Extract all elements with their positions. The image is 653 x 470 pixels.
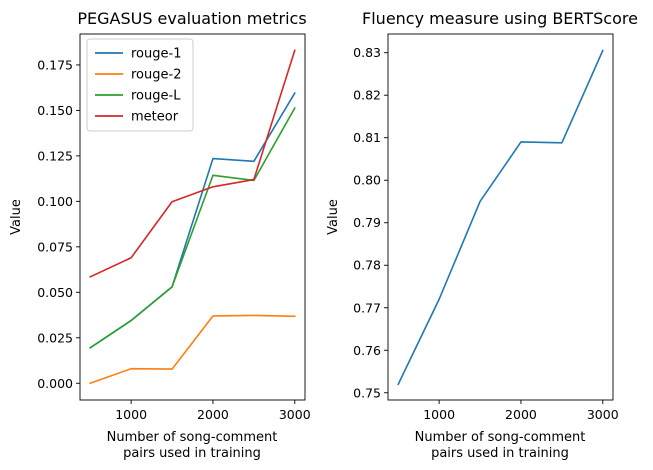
y-tick-label: 0.81 [353,130,381,145]
y-tick-label: 0.83 [353,45,381,60]
y-tick-label: 0.050 [37,285,73,300]
y-axis-label: Value [9,199,24,235]
y-tick-label: 0.125 [37,148,73,163]
chart-title: PEGASUS evaluation metrics [77,9,306,28]
y-tick-label: 0.80 [353,173,381,188]
chart-title: Fluency measure using BERTScore [362,9,638,28]
y-axis-label: Value [326,199,341,235]
y-tick-label: 0.78 [353,258,381,273]
plot-area-frame [79,33,306,401]
x-tick-label: 1000 [423,407,455,422]
y-tick-label: 0.82 [353,88,381,103]
y-tick-label: 0.75 [353,385,381,400]
x-axis-label-line-1: Number of song-comment [415,430,586,445]
y-tick-label: 0.175 [37,57,73,72]
bertscore-fluency-chart: Fluency measure using BERTScore Number o… [326,9,638,461]
x-tick-label: 2000 [197,407,229,422]
y-tick-label: 0.77 [353,300,381,315]
legend-label-rouge-2: rouge-2 [131,68,181,83]
x-axis-label-line-1: Number of song-comment [107,430,278,445]
legend: rouge-1 rouge-2 rouge-L meteor [86,38,194,132]
series-line-meteor [89,49,296,278]
legend-label-rouge-1: rouge-1 [131,47,181,62]
y-tick-label: 0.000 [37,376,73,391]
legend-label-rouge-L: rouge-L [131,89,181,104]
legend-box [86,38,194,132]
y-tick-label: 0.025 [37,330,73,345]
y-tick-label: 0.79 [353,215,381,230]
legend-label-meteor: meteor [131,110,179,125]
y-tick-label: 0.76 [353,343,381,358]
y-tick-label: 0.150 [37,103,73,118]
series-line-rouge-2 [89,314,296,385]
y-tick-label: 0.100 [37,194,73,209]
x-tick-label: 1000 [115,407,147,422]
series-line-rouge-L [89,106,296,349]
series-line-series-0 [397,49,604,386]
x-axis-label-line-2: pairs used in training [123,446,261,461]
pegasus-metrics-chart: PEGASUS evaluation metrics Number of son… [9,9,311,461]
x-axis-label-line-2: pairs used in training [431,446,569,461]
x-tick-label: 2000 [505,407,537,422]
plot-area-frame [387,33,614,401]
x-tick-label: 3000 [587,407,619,422]
y-tick-label: 0.075 [37,239,73,254]
x-tick-label: 3000 [279,407,311,422]
